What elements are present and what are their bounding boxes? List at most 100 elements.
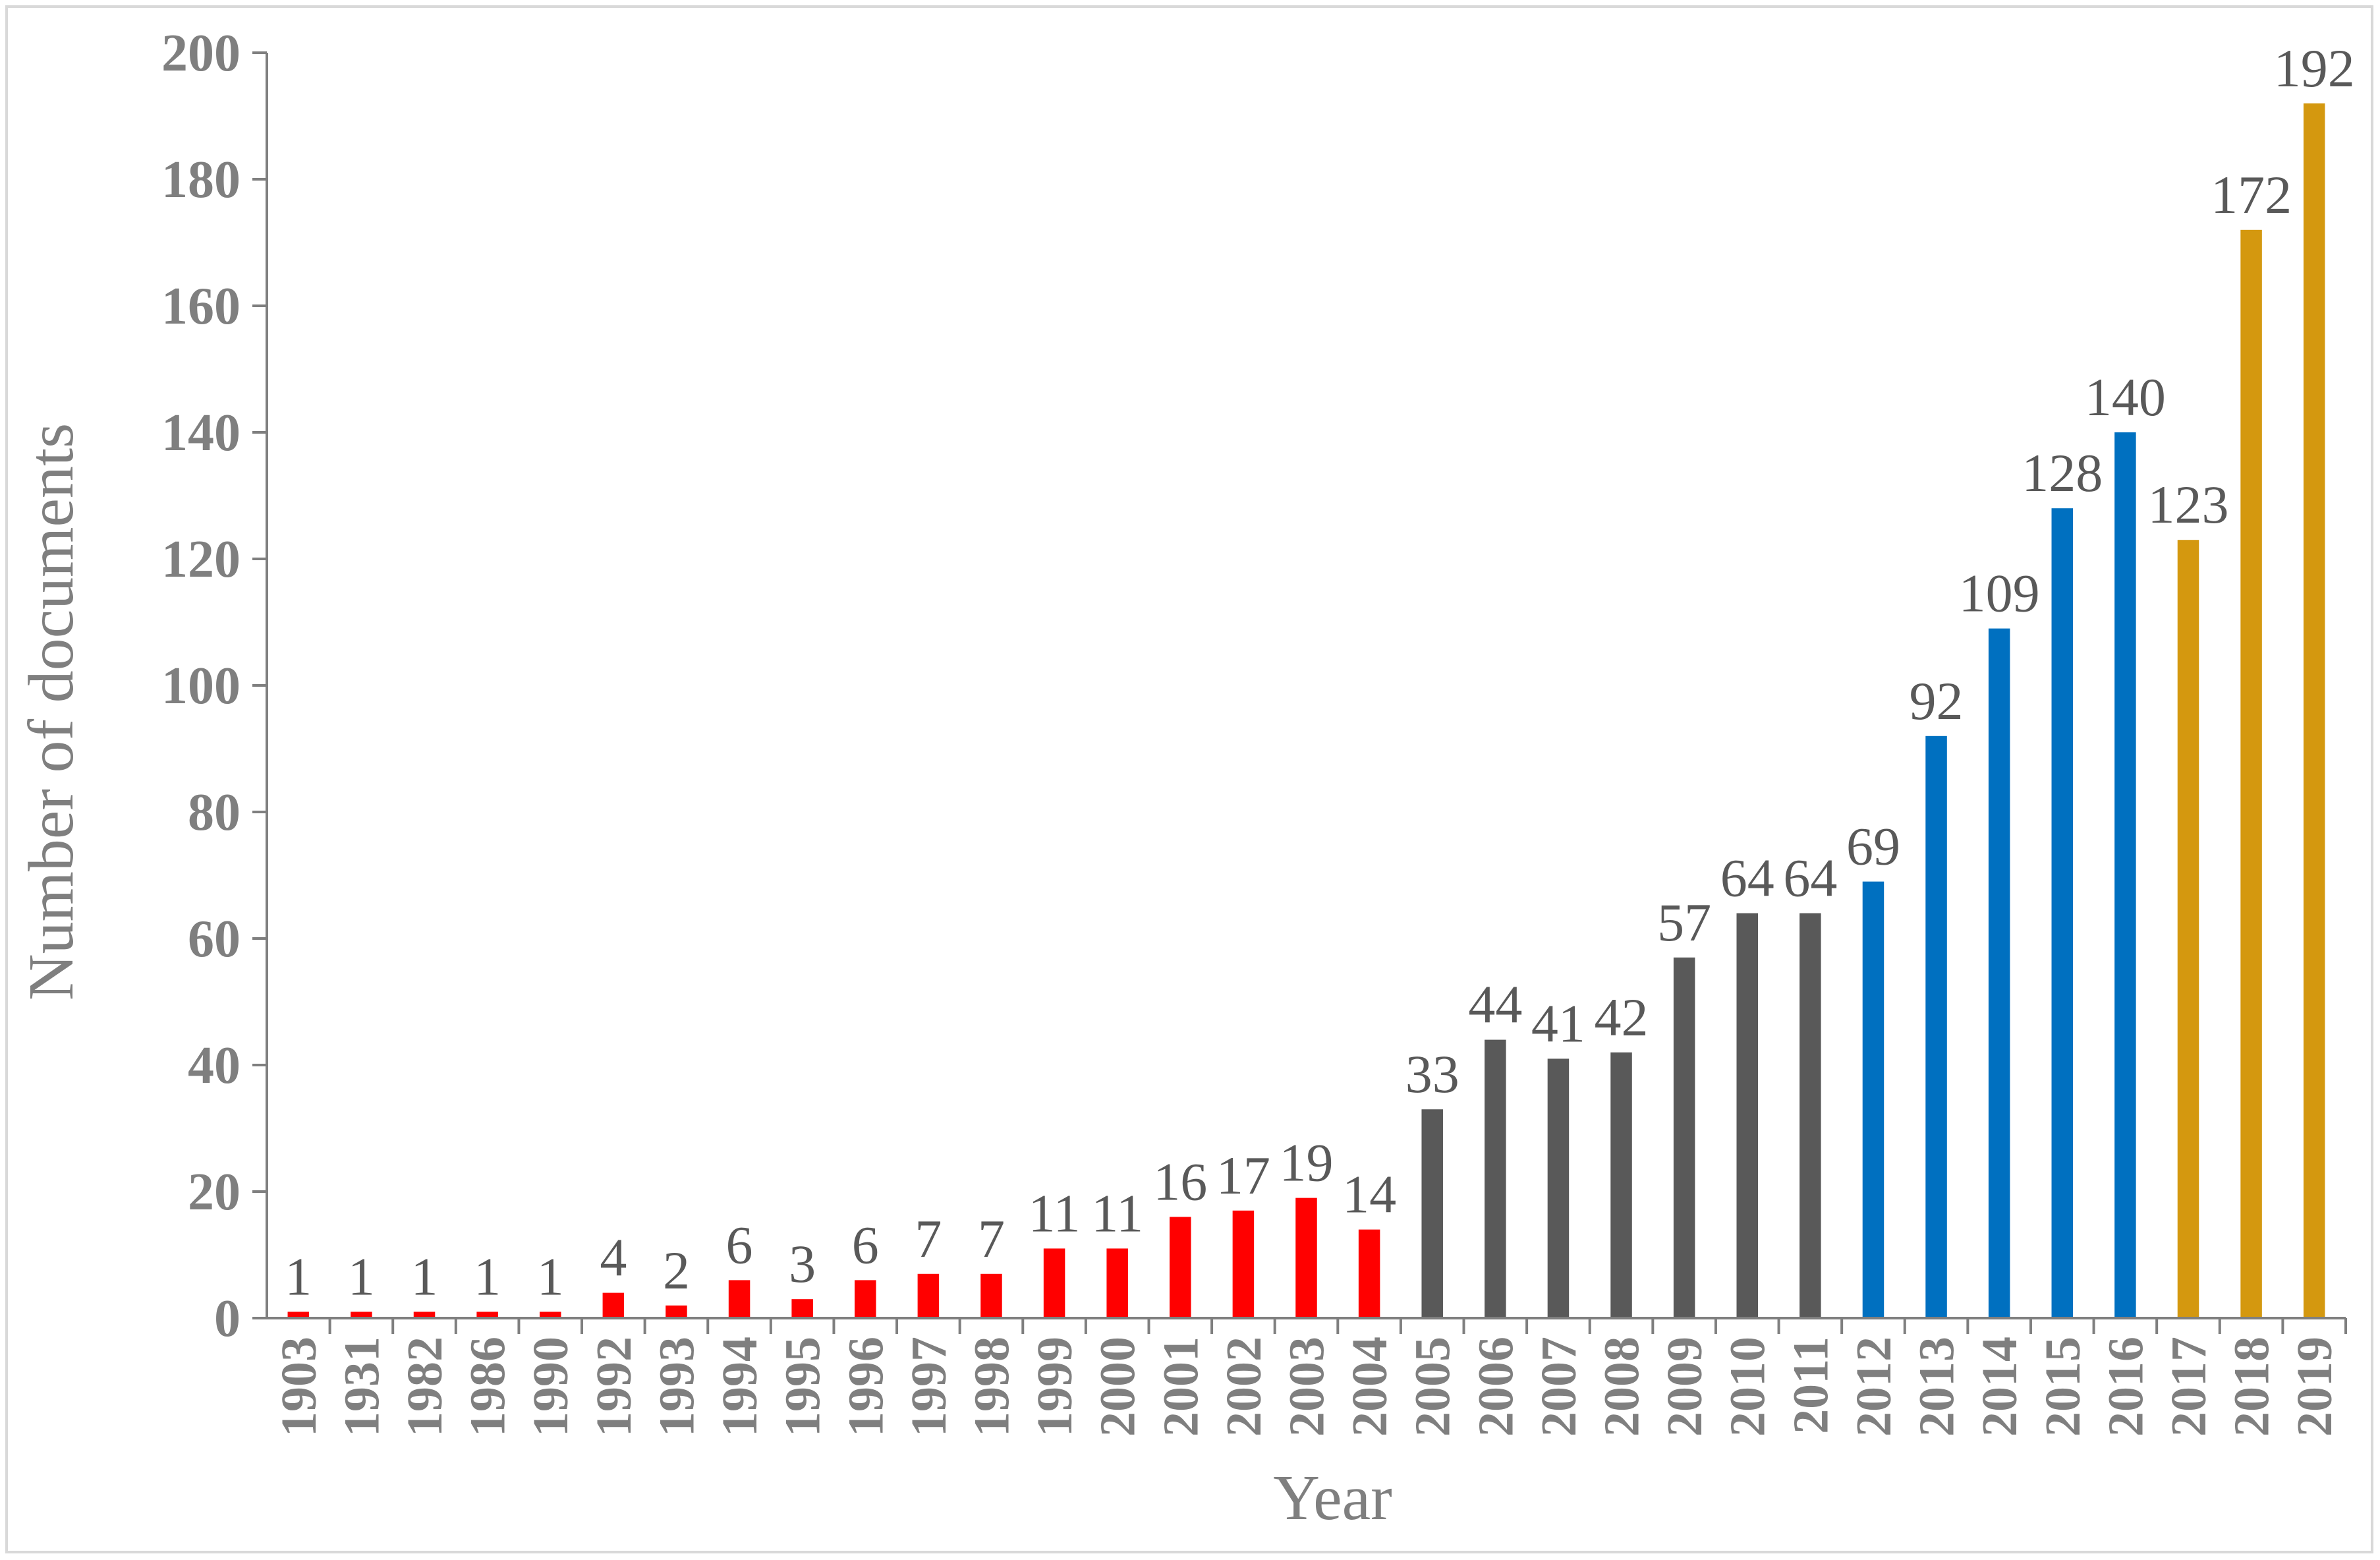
x-tick-label-1995: 1995 bbox=[776, 1337, 831, 1437]
bar-1986 bbox=[476, 1312, 498, 1318]
data-label-1997: 7 bbox=[915, 1209, 942, 1269]
y-axis-ticks: 0 20 40 60 80 100 120 140 160 180 200 bbox=[161, 24, 267, 1348]
x-tick-label-2003: 2003 bbox=[1280, 1337, 1335, 1437]
x-tick-label-2002: 2002 bbox=[1216, 1337, 1272, 1437]
x-axis-ticks: 1903 1931 1982 1986 1990 1992 1993 1994 1995 1996… bbox=[271, 1318, 2347, 1437]
data-label-2006: 44 bbox=[1468, 975, 1522, 1035]
x-tick-label-2008: 2008 bbox=[1595, 1337, 1650, 1437]
bar-2011 bbox=[1799, 913, 1821, 1318]
x-tick-label-2010: 2010 bbox=[1720, 1337, 1776, 1437]
bar-1996 bbox=[855, 1280, 876, 1318]
x-tick-label-1986: 1986 bbox=[461, 1337, 516, 1437]
y-tick-label: 180 bbox=[161, 151, 241, 209]
bar-1903 bbox=[287, 1312, 310, 1318]
x-tick-label-2012: 2012 bbox=[1846, 1337, 1902, 1437]
data-label-1990: 1 bbox=[537, 1246, 564, 1306]
x-tick-label-2014: 2014 bbox=[1972, 1337, 2027, 1437]
x-tick-label-2019: 2019 bbox=[2287, 1337, 2342, 1437]
data-label-1996: 6 bbox=[852, 1215, 879, 1275]
x-tick-label-1994: 1994 bbox=[712, 1337, 768, 1437]
bar-2006 bbox=[1485, 1039, 1506, 1318]
bar-1992 bbox=[602, 1292, 625, 1318]
data-label-2008: 42 bbox=[1595, 987, 1649, 1047]
bar-2009 bbox=[1673, 957, 1695, 1318]
x-tick-label-1998: 1998 bbox=[964, 1337, 1019, 1437]
bar-1998 bbox=[980, 1273, 1002, 1318]
x-tick-label-2017: 2017 bbox=[2161, 1337, 2217, 1437]
x-axis-title: Year bbox=[1273, 1462, 1392, 1534]
data-label-2017: 123 bbox=[2147, 475, 2228, 534]
bar-2015 bbox=[2051, 508, 2074, 1319]
data-label-2000: 11 bbox=[1091, 1183, 1143, 1243]
x-tick-label-2015: 2015 bbox=[2035, 1337, 2091, 1437]
data-label-2016: 140 bbox=[2085, 367, 2166, 427]
bar-1994 bbox=[728, 1280, 751, 1318]
y-axis-title: Number of documents bbox=[16, 423, 87, 1000]
data-label-2001: 16 bbox=[1153, 1151, 1207, 1211]
y-tick-label: 160 bbox=[161, 277, 241, 335]
data-label-1903: 1 bbox=[285, 1246, 312, 1306]
y-tick-label: 20 bbox=[188, 1163, 241, 1221]
x-tick-label-2009: 2009 bbox=[1657, 1337, 1713, 1437]
x-tick-label-2007: 2007 bbox=[1531, 1337, 1587, 1437]
bar-2017 bbox=[2177, 540, 2199, 1319]
x-tick-label-1996: 1996 bbox=[838, 1337, 893, 1437]
bar-2016 bbox=[2114, 432, 2136, 1318]
x-tick-label-1931: 1931 bbox=[334, 1337, 389, 1437]
bar-2008 bbox=[1610, 1052, 1632, 1318]
bar-2007 bbox=[1547, 1058, 1570, 1318]
y-tick-label: 120 bbox=[161, 531, 241, 589]
x-tick-label-2016: 2016 bbox=[2098, 1337, 2153, 1437]
data-label-1931: 1 bbox=[348, 1246, 375, 1306]
bar-1982 bbox=[413, 1312, 436, 1318]
bar-2010 bbox=[1736, 913, 1758, 1318]
data-label-2004: 14 bbox=[1342, 1165, 1396, 1225]
y-tick-label: 60 bbox=[188, 910, 241, 968]
x-tick-label-2011: 2011 bbox=[1783, 1337, 1838, 1434]
data-label-1999: 11 bbox=[1029, 1183, 1081, 1243]
data-label-2018: 172 bbox=[2211, 165, 2292, 225]
bar-1999 bbox=[1043, 1248, 1065, 1318]
data-label-2002: 17 bbox=[1216, 1145, 1270, 1205]
bar-2001 bbox=[1170, 1217, 1191, 1318]
data-label-1994: 6 bbox=[726, 1215, 753, 1275]
data-label-2010: 64 bbox=[1720, 848, 1774, 908]
bar-1993 bbox=[666, 1305, 687, 1318]
bar-series bbox=[287, 103, 2325, 1319]
x-tick-label-1903: 1903 bbox=[271, 1337, 327, 1437]
bar-2012 bbox=[1862, 881, 1884, 1318]
data-label-1995: 3 bbox=[789, 1234, 816, 1294]
x-tick-label-1993: 1993 bbox=[649, 1337, 704, 1437]
x-tick-label-2013: 2013 bbox=[1910, 1337, 1965, 1437]
data-label-2015: 128 bbox=[2022, 443, 2103, 503]
data-label-2011: 64 bbox=[1783, 848, 1837, 908]
x-tick-label-2000: 2000 bbox=[1091, 1337, 1146, 1437]
bar-2000 bbox=[1106, 1248, 1128, 1318]
bar-1995 bbox=[791, 1299, 813, 1318]
y-tick-label: 0 bbox=[214, 1290, 241, 1348]
data-label-2009: 57 bbox=[1657, 892, 1711, 952]
data-label-2014: 109 bbox=[1959, 563, 2040, 623]
bar-2002 bbox=[1232, 1210, 1255, 1318]
x-tick-label-1990: 1990 bbox=[523, 1337, 579, 1437]
data-label-2013: 92 bbox=[1910, 671, 1964, 731]
x-tick-label-2005: 2005 bbox=[1405, 1337, 1461, 1437]
bar-2019 bbox=[2303, 103, 2325, 1318]
data-label-2003: 19 bbox=[1280, 1133, 1334, 1193]
data-label-1993: 2 bbox=[663, 1240, 690, 1300]
y-tick-label: 100 bbox=[161, 657, 241, 715]
x-tick-label-2018: 2018 bbox=[2224, 1337, 2280, 1437]
data-label-2012: 69 bbox=[1846, 817, 1900, 877]
data-label-1986: 1 bbox=[474, 1246, 501, 1306]
bar-2018 bbox=[2240, 229, 2262, 1318]
x-tick-label-1992: 1992 bbox=[586, 1337, 642, 1437]
bar-1997 bbox=[917, 1273, 940, 1318]
bar-2005 bbox=[1421, 1109, 1443, 1318]
x-tick-label-1997: 1997 bbox=[901, 1337, 957, 1437]
x-tick-label-1982: 1982 bbox=[397, 1337, 453, 1437]
y-tick-label: 140 bbox=[161, 404, 241, 462]
y-tick-label: 40 bbox=[188, 1037, 241, 1095]
x-tick-label-2001: 2001 bbox=[1153, 1337, 1208, 1437]
